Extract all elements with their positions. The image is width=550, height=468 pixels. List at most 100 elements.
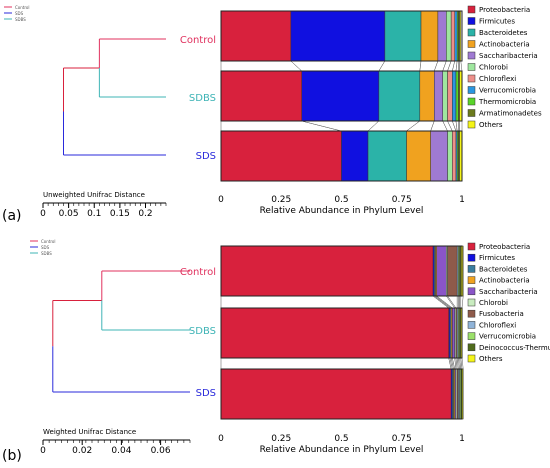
legend-label: Bacteroidetes — [479, 265, 528, 273]
legend-swatch — [467, 253, 476, 262]
x-tick-label: 0.75 — [392, 195, 412, 205]
bar-segment-actinobacteria — [420, 10, 439, 62]
bar-outline — [220, 307, 463, 359]
legend-label: Actinobacteria — [479, 41, 530, 49]
bar-segment-firmicutes — [341, 130, 369, 182]
x-tick-label: 0.75 — [392, 434, 412, 444]
distance-axis-tick-label: 0.05 — [59, 209, 79, 219]
bar-segment-proteobacteria — [220, 368, 452, 420]
x-axis-label: Relative Abundance in Phylum Level — [260, 445, 424, 455]
tree-legend-label: Control — [15, 5, 29, 10]
panel-label: (a) — [2, 208, 22, 224]
bar-segment-bacteroidetes — [367, 130, 407, 182]
bar-segment-proteobacteria — [220, 130, 342, 182]
bar-connector — [220, 357, 452, 370]
x-tick-label: 0.25 — [271, 195, 291, 205]
legend-label: Armatimonadetes — [479, 110, 542, 118]
legend-label: Proteobacteria — [479, 243, 530, 251]
legend-swatch — [467, 309, 476, 318]
tree-legend-label: SDBS — [15, 17, 26, 22]
legend-label: Chloroflexi — [479, 75, 516, 83]
distance-axis-tick-label: 0.1 — [87, 209, 101, 219]
tree-legend-label: SDS — [41, 245, 50, 250]
distance-axis-tick-label: 0.04 — [111, 446, 131, 456]
bar-connector — [220, 60, 303, 72]
x-axis-label: Relative Abundance in Phylum Level — [260, 206, 424, 216]
legend-swatch — [467, 86, 476, 94]
legend-label: Actinobacteria — [479, 277, 530, 285]
distance-axis-tick-label: 0 — [40, 446, 46, 456]
legend-label: Chlorobi — [479, 64, 508, 72]
distance-axis-tick-label: 0 — [40, 209, 46, 219]
bar-outline — [220, 245, 463, 297]
bar-segment-proteobacteria — [220, 10, 292, 62]
legend-label: Firmicutes — [479, 254, 515, 262]
leaf-label-control: Control — [180, 35, 216, 46]
bar-connector — [459, 120, 463, 132]
legend-label: Fusobacteria — [479, 310, 524, 318]
distance-axis-label: Weighted Unifrac Distance — [43, 428, 136, 436]
legend-swatch — [467, 343, 476, 352]
legend-swatch — [467, 109, 476, 117]
bar-segment-saccharibacteria — [452, 307, 456, 359]
bar-segment-others — [459, 10, 462, 62]
x-tick-label: 0 — [218, 434, 224, 444]
legend-label: Chlorobi — [479, 299, 508, 307]
bar-segment-chlorobi — [447, 130, 453, 182]
legend-swatch — [467, 298, 476, 307]
leaf-label-sdbs: SDBS — [189, 326, 216, 337]
bar-segment-chloroflexi — [447, 70, 453, 122]
bar-segment-saccharibacteria — [430, 130, 448, 182]
bar-segment-chlorobi — [446, 10, 452, 62]
bar-outline — [220, 70, 463, 122]
leaf-label-sdbs: SDBS — [189, 93, 216, 104]
bar-segment-saccharibacteria — [434, 70, 443, 122]
legend-label: Deinococcus-Thermus — [479, 344, 550, 352]
legend-swatch — [467, 40, 476, 48]
x-tick-label: 0 — [218, 195, 224, 205]
bar-outline — [220, 10, 463, 62]
legend-label: Firmicutes — [479, 18, 515, 26]
bar-segment-chloroflexi — [450, 10, 456, 62]
legend-label: Others — [479, 121, 503, 129]
legend-label: Verrucomicrobia — [479, 87, 536, 95]
bar-segment-chloroflexi — [452, 130, 457, 182]
bar-segment-chlorobi — [442, 70, 448, 122]
tree-legend-label: SDBS — [41, 251, 52, 256]
legend-label: Chloroflexi — [479, 321, 516, 329]
legend-swatch — [467, 242, 476, 251]
x-tick-label: 0.25 — [271, 434, 291, 444]
distance-axis-tick-label: 0.15 — [110, 209, 130, 219]
bar-connector — [220, 295, 450, 309]
panel-label: (b) — [2, 448, 22, 464]
bar-connector — [290, 60, 386, 72]
legend-swatch — [467, 321, 476, 329]
bar-segment-firmicutes — [301, 70, 380, 122]
bar-segment-proteobacteria — [220, 307, 449, 359]
bar-segment-verrucomicrobia — [452, 70, 457, 122]
bar-outline — [220, 368, 463, 420]
bar-segment-bacteroidetes — [378, 70, 421, 122]
legend-swatch — [467, 354, 476, 363]
distance-axis-tick-label: 0.02 — [72, 446, 92, 456]
legend-swatch — [467, 287, 476, 296]
tree-legend-label: SDS — [15, 11, 24, 16]
legend-label: Proteobacteria — [479, 6, 530, 14]
legend-swatch — [467, 74, 476, 83]
distance-axis-tick-label: 0.06 — [151, 446, 171, 456]
panel-b: (b)ControlSDSSDBSControlSDBSSDSWeighted … — [2, 239, 550, 464]
legend-swatch — [467, 63, 476, 71]
tree-legend-label: Control — [41, 239, 55, 244]
legend-label: Saccharibacteria — [479, 288, 538, 296]
distance-axis-tick-label: 0.2 — [138, 209, 152, 219]
legend-swatch — [467, 276, 476, 284]
bar-segment-saccharibacteria — [437, 10, 447, 62]
bar-segment-proteobacteria — [220, 70, 302, 122]
bar-outline — [220, 130, 463, 182]
bar-segment-actinobacteria — [419, 70, 435, 122]
bar-segment-saccharibacteria — [436, 245, 447, 297]
legend-swatch — [467, 120, 476, 129]
legend-label: Bacteroidetes — [479, 29, 528, 37]
bar-segment-proteobacteria — [220, 245, 434, 297]
